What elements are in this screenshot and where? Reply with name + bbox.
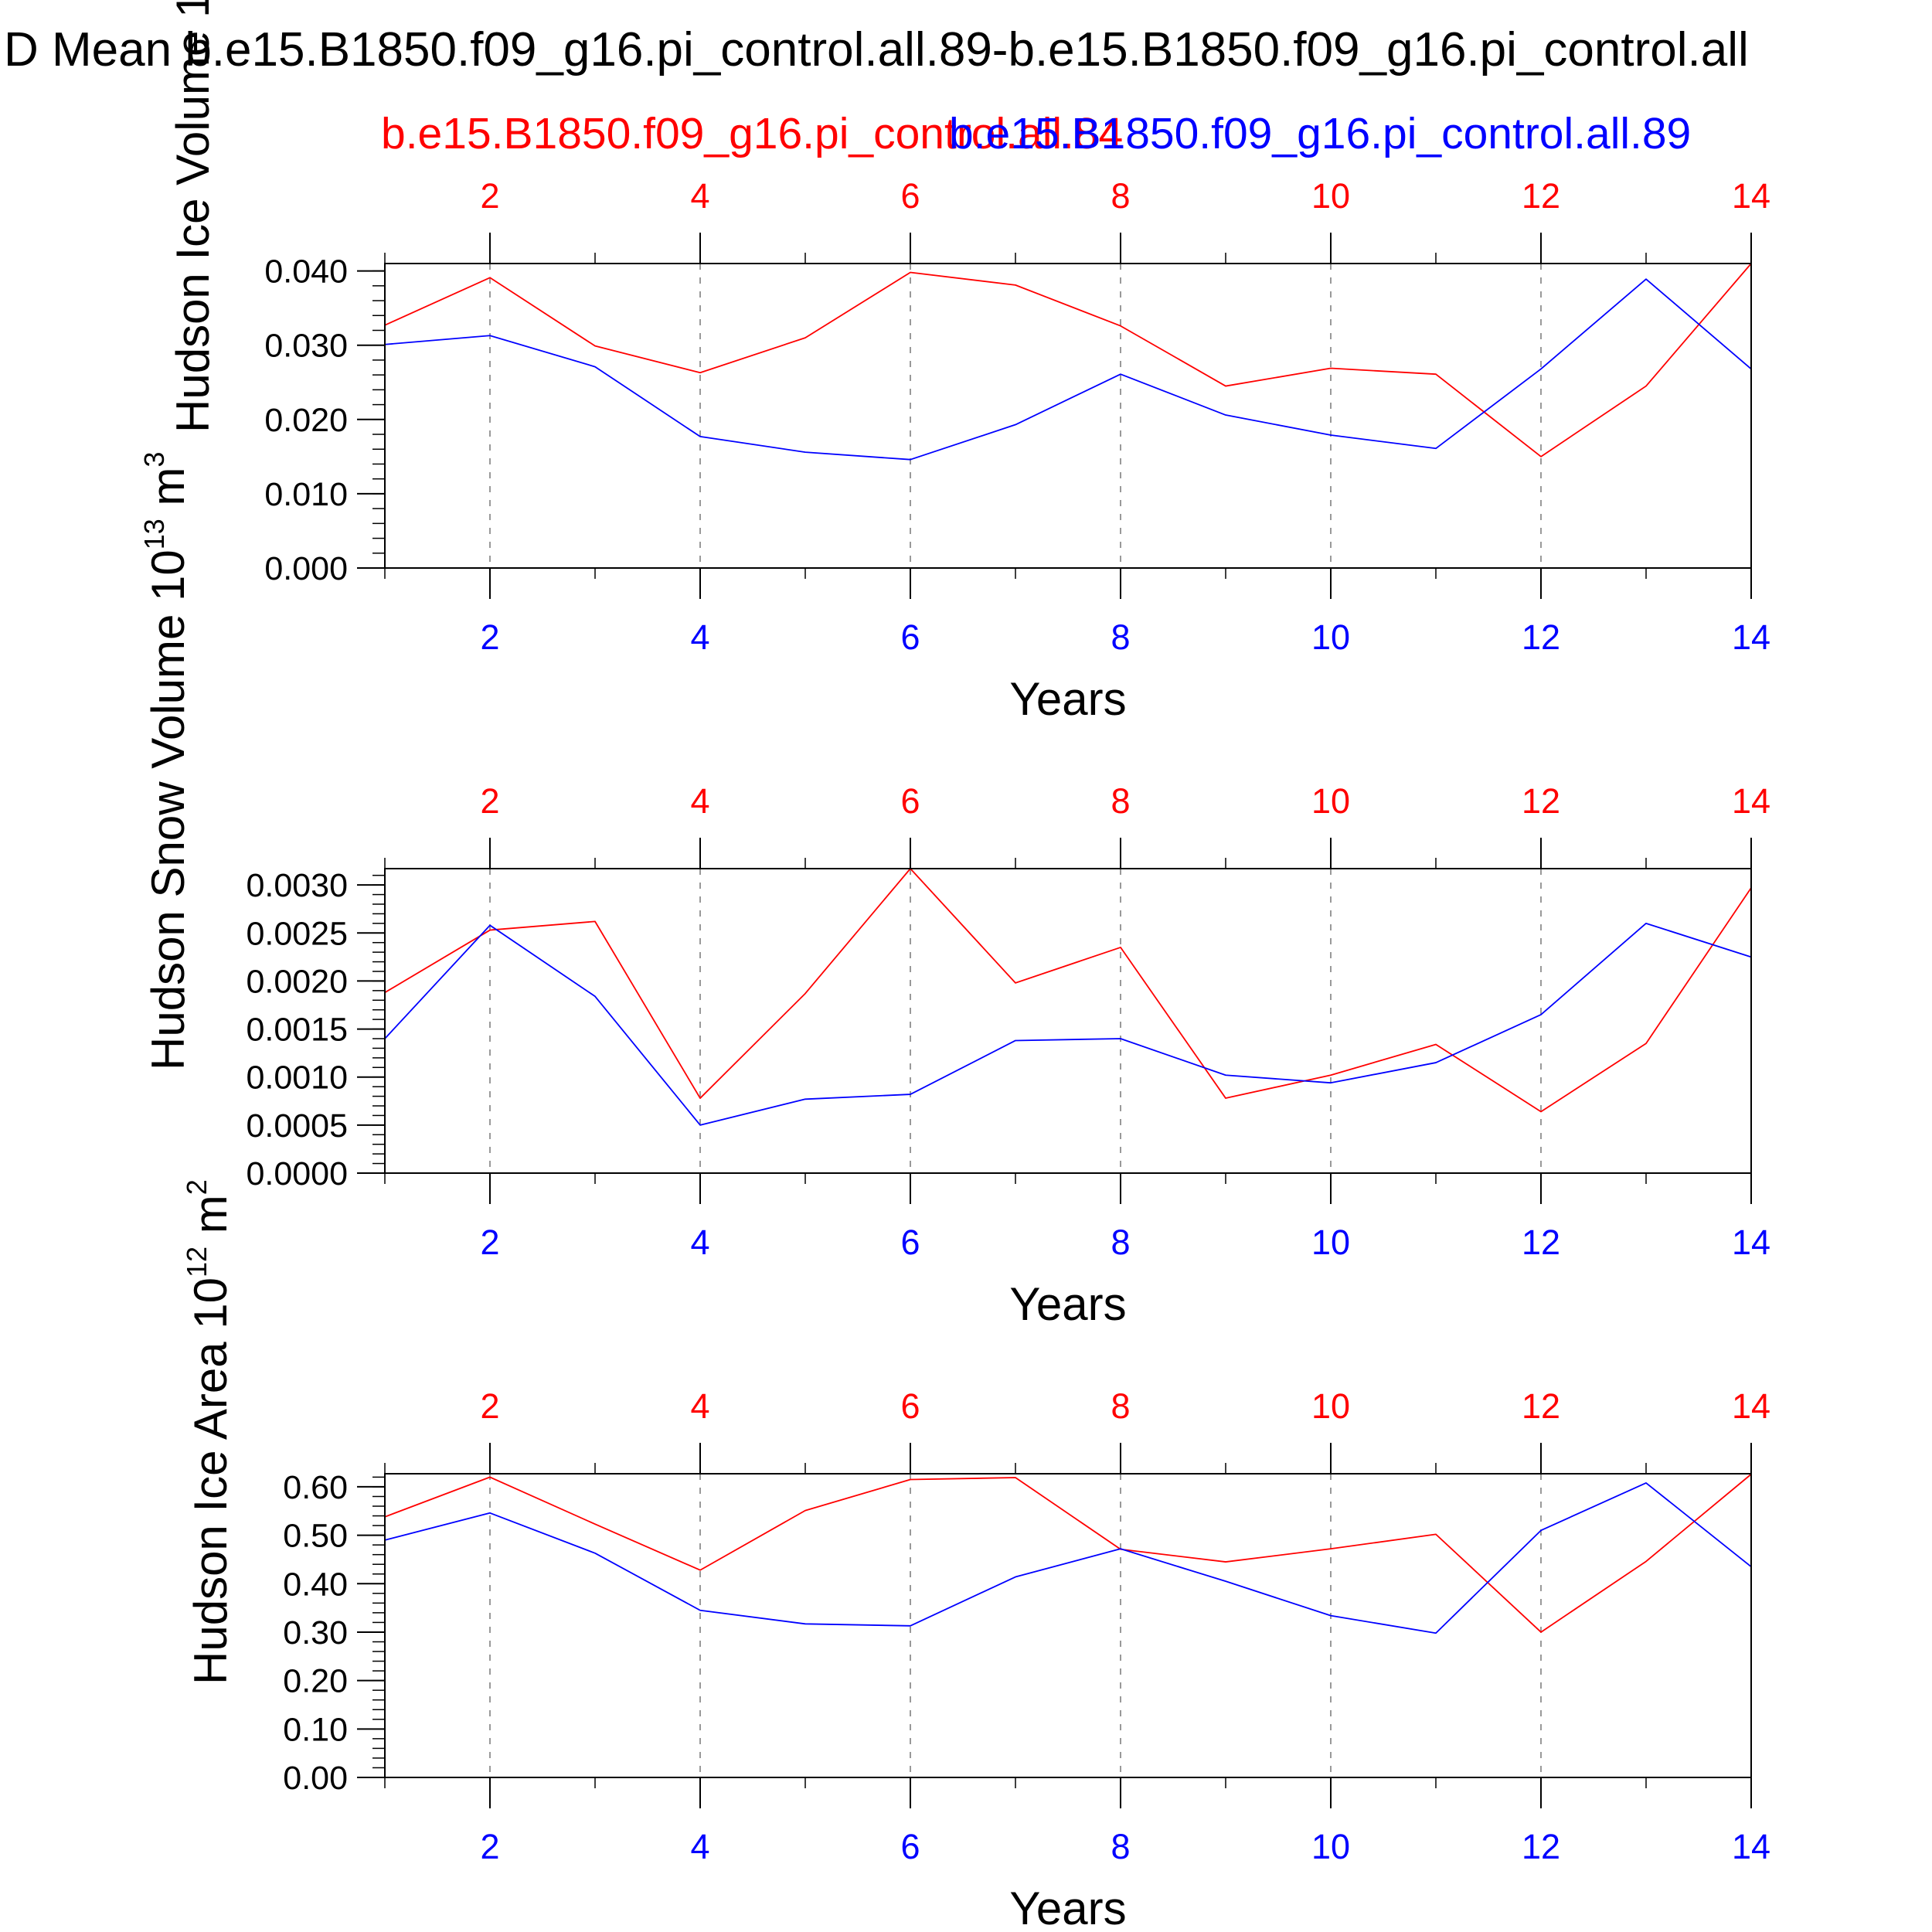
x-tick-label-bottom: 8	[1111, 1223, 1130, 1262]
x-tick-label-bottom: 4	[690, 617, 709, 657]
x-tick-label-bottom: 14	[1732, 1827, 1770, 1866]
x-tick-label-bottom: 12	[1522, 617, 1560, 657]
series-line-blue	[384, 922, 1752, 1126]
y-tick-label: 0.00	[283, 1760, 348, 1797]
y-tick-label: 0.0030	[246, 867, 348, 904]
y-tick-label: 0.50	[283, 1518, 348, 1555]
y-tick-label: 0.0015	[246, 1012, 348, 1049]
legend-blue-case: b.e15.B1850.f09_g16.pi_control.all.89	[949, 109, 1691, 158]
x-tick-label-bottom: 6	[900, 617, 920, 657]
x-tick-label-bottom: 12	[1522, 1827, 1560, 1866]
x-tick-label-bottom: 14	[1732, 617, 1770, 657]
series-line-blue	[384, 1482, 1752, 1634]
x-tick-label-bottom: 10	[1311, 1827, 1350, 1866]
y-axis-label: Hudson Ice Area 1012 m2	[181, 1179, 236, 1685]
chart-panel-3: 0.00 0.10 0.20 0.30 0.40 0.50 0.60 2 2 4 4 6 6 8 8 10 10…	[181, 1179, 1770, 1932]
y-axis-label: Hudson Snow Volume 1013 m3	[138, 451, 194, 1070]
x-tick-label-bottom: 2	[480, 617, 499, 657]
x-tick-label-top: 4	[690, 781, 709, 821]
series-line-red	[384, 868, 1752, 1113]
x-tick-label-top: 12	[1522, 176, 1560, 216]
y-tick-label: 0.40	[283, 1566, 348, 1603]
plot-frame	[384, 868, 1752, 1174]
x-axis-label: Years	[1009, 673, 1126, 725]
x-tick-label-bottom: 8	[1111, 617, 1130, 657]
x-tick-label-top: 4	[690, 1386, 709, 1426]
x-tick-label-bottom: 2	[480, 1223, 499, 1262]
x-tick-label-top: 2	[480, 1386, 499, 1426]
plot-frame	[384, 1473, 1752, 1778]
x-tick-label-top: 8	[1111, 176, 1130, 216]
x-tick-label-top: 14	[1732, 781, 1770, 821]
x-tick-label-top: 14	[1732, 176, 1770, 216]
x-tick-label-bottom: 8	[1111, 1827, 1130, 1866]
x-tick-label-bottom: 4	[690, 1223, 709, 1262]
chart-panel-2: 0.0000 0.0005 0.0010 0.0015 0.0020 0.0025 0.00…	[138, 451, 1770, 1330]
x-tick-label-top: 6	[900, 1386, 920, 1426]
x-tick-label-top: 6	[900, 176, 920, 216]
y-tick-label: 0.0025	[246, 915, 348, 952]
series-line-red	[384, 1473, 1752, 1633]
y-tick-label: 0.000	[264, 550, 348, 587]
x-tick-label-top: 10	[1311, 176, 1350, 216]
series-line-red	[384, 263, 1752, 457]
y-tick-label: 0.030	[264, 328, 348, 365]
x-tick-label-top: 8	[1111, 1386, 1130, 1426]
x-axis-label: Years	[1009, 1278, 1126, 1330]
y-tick-label: 0.010	[264, 476, 348, 513]
x-tick-label-bottom: 4	[690, 1827, 709, 1866]
y-tick-label: 0.20	[283, 1663, 348, 1700]
x-tick-label-bottom: 6	[900, 1223, 920, 1262]
x-tick-label-top: 8	[1111, 781, 1130, 821]
legend-red-case: b.e15.B1850.f09_g16.pi_control.all.84	[381, 109, 1123, 158]
x-tick-label-bottom: 10	[1311, 1223, 1350, 1262]
x-tick-label-top: 2	[480, 176, 499, 216]
x-tick-label-bottom: 14	[1732, 1223, 1770, 1262]
y-tick-label: 0.0000	[246, 1155, 348, 1192]
series-line-blue	[384, 278, 1752, 461]
x-tick-label-top: 12	[1522, 781, 1560, 821]
x-tick-label-top: 14	[1732, 1386, 1770, 1426]
y-tick-label: 0.0005	[246, 1107, 348, 1145]
y-tick-label: 0.0010	[246, 1060, 348, 1097]
x-tick-label-top: 2	[480, 781, 499, 821]
figure-title: D Mean b.e15.B1850.f09_g16.pi_control.al…	[4, 23, 1749, 77]
x-tick-label-bottom: 2	[480, 1827, 499, 1866]
y-tick-label: 0.020	[264, 402, 348, 439]
y-axis-label: Hudson Ice Volume 1013 m3	[163, 0, 219, 433]
x-tick-label-bottom: 6	[900, 1827, 920, 1866]
x-tick-label-top: 12	[1522, 1386, 1560, 1426]
x-tick-label-bottom: 10	[1311, 617, 1350, 657]
chart-panel-1: 0.000 0.010 0.020 0.030 0.040 2 2 4 4 6 6 8 8 10 10 12 1…	[163, 0, 1770, 725]
y-tick-label: 0.10	[283, 1711, 348, 1748]
x-axis-label: Years	[1009, 1883, 1126, 1932]
y-tick-label: 0.0020	[246, 963, 348, 1000]
y-tick-label: 0.040	[264, 253, 348, 291]
chart-panels: 0.000 0.010 0.020 0.030 0.040 2 2 4 4 6 6 8 8 10 10 12 1…	[138, 0, 1770, 1932]
x-tick-label-top: 10	[1311, 781, 1350, 821]
y-tick-label: 0.30	[283, 1614, 348, 1651]
y-tick-label: 0.60	[283, 1469, 348, 1506]
plot-frame	[384, 263, 1752, 569]
x-tick-label-top: 4	[690, 176, 709, 216]
x-tick-label-top: 6	[900, 781, 920, 821]
x-tick-label-top: 10	[1311, 1386, 1350, 1426]
x-tick-label-bottom: 12	[1522, 1223, 1560, 1262]
